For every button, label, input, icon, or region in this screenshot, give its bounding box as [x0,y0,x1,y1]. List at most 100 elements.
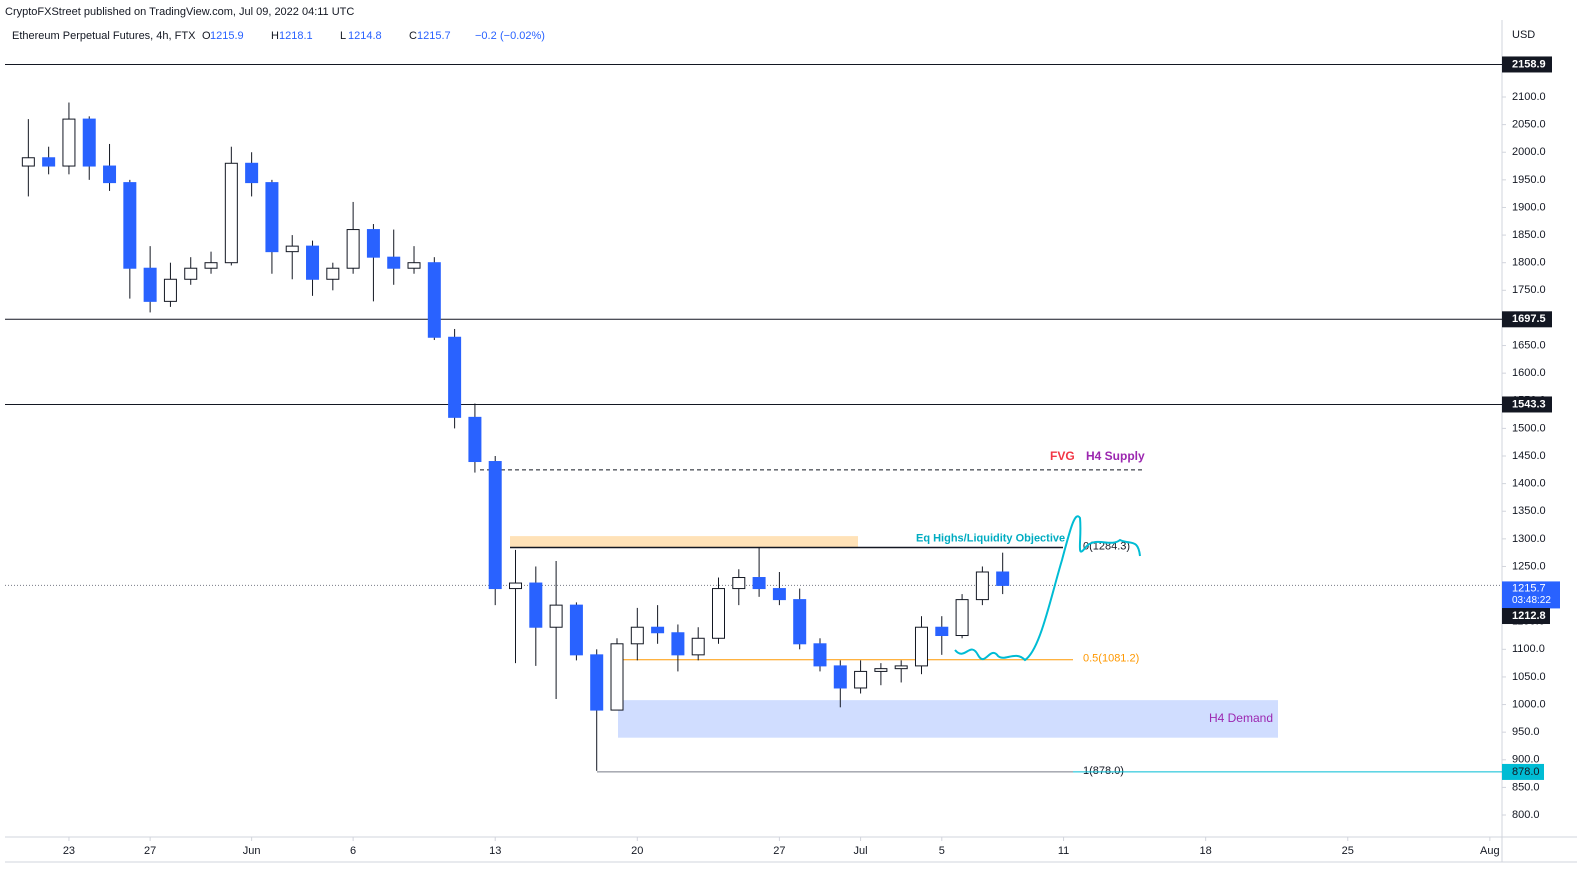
candle-body [387,256,401,269]
x-tick-label: 27 [773,845,785,857]
x-tick-label: 18 [1200,845,1212,857]
candle-body [590,654,604,711]
candle-body [874,668,888,672]
currency: USD [1512,29,1535,41]
last-price-label: 1215.7 [1512,582,1546,594]
candle-body [224,162,238,264]
candle-body [772,588,786,601]
legend-value: 1215.7 [417,30,451,42]
legend-change: −0.2 [475,30,497,42]
legend-value: 1215.9 [210,30,244,42]
y-tick-label: 800.0 [1512,809,1540,821]
x-tick-label: 20 [631,845,643,857]
x-tick-label: Jun [243,845,261,857]
low-badge [1502,763,1544,780]
y-tick-label: 1650.0 [1512,339,1546,351]
y-tick-label: 900.0 [1512,754,1540,766]
fib-label: 0.5(1081.2) [1083,653,1139,665]
candle-body [569,604,583,656]
candle-body [427,262,441,338]
candle-body [610,643,624,711]
projection-path [954,515,1141,662]
y-tick-label: 1250.0 [1512,560,1546,572]
liquidity-label: Eq Highs/Liquidity Objective [916,532,1065,544]
y-tick-label: 1400.0 [1512,478,1546,490]
candle-body [285,245,299,253]
candle-body [630,626,644,645]
legend-value: 1218.1 [279,30,313,42]
y-tick-label: 950.0 [1512,726,1540,738]
candle-body [488,461,502,590]
fvg-label: FVG [1050,449,1075,463]
y-tick-label: 2050.0 [1512,119,1546,131]
candle-body [82,118,96,167]
candle-body [529,582,543,628]
liquidity-zone [510,536,858,548]
candle-body [955,599,969,637]
y-tick-label: 1500.0 [1512,422,1546,434]
last-price-badge [1502,581,1560,609]
candle-body [204,262,218,269]
legend-letter: L [340,30,346,42]
candle-body [651,626,665,634]
symbol-title: Ethereum Perpetual Futures, 4h, FTX [12,30,196,42]
legend-value: 1214.8 [348,30,382,42]
candle-body [21,157,35,167]
countdown: 03:48:22 [1512,595,1551,606]
level-badge [1502,311,1552,328]
candle-body [914,626,928,667]
x-tick-label: 23 [63,845,75,857]
candle-body [346,229,360,269]
candle-body [326,267,340,280]
y-tick-label: 1350.0 [1512,505,1546,517]
y-tick-label: 1100.0 [1512,643,1545,655]
x-tick-label: 5 [939,845,945,857]
level-badge [1502,396,1552,413]
demand-label: H4 Demand [1209,711,1273,725]
x-tick-label: 25 [1342,845,1354,857]
legend-letter: C [409,30,417,42]
candle-body [671,632,685,656]
x-tick-label: Jul [854,845,868,857]
legend-letter: O [202,30,211,42]
x-tick-label: 6 [350,845,356,857]
supply-label: H4 Supply [1086,449,1145,463]
candle-body [407,262,421,269]
prev-price-badge [1502,608,1550,625]
y-tick-label: 850.0 [1512,781,1540,793]
y-tick-label: 1450.0 [1512,450,1546,462]
fib-label: 0(1284.3) [1083,540,1130,552]
x-tick-label: 11 [1058,845,1069,857]
candle-body [143,267,157,302]
candle-body [894,665,908,670]
candle-body [448,336,462,418]
y-tick-label: 1300.0 [1512,533,1546,545]
level-label: 1543.3 [1512,398,1546,410]
y-tick-label: 1800.0 [1512,257,1546,269]
candle-body [265,182,279,253]
candle-body [62,118,76,167]
candle-body [996,571,1010,586]
candle-body [103,165,117,184]
candle-body [793,599,807,645]
candle-body [833,665,847,689]
legend-change-pct: (−0.02%) [500,30,545,42]
demand-zone [618,700,1278,738]
x-tick-label: Aug [1480,845,1500,857]
level-label: 2158.9 [1512,58,1546,70]
x-tick-label: 27 [144,845,156,857]
y-tick-label: 1050.0 [1512,671,1546,683]
level-badge [1502,56,1552,73]
candle-body [123,182,137,269]
y-tick-label: 1600.0 [1512,367,1546,379]
y-tick-label: 1750.0 [1512,284,1546,296]
candle-body [549,604,563,628]
candle-body [854,670,868,689]
candle-body [42,157,56,167]
candle-body [163,278,177,302]
y-tick-label: 1900.0 [1512,201,1546,213]
candle-body [509,582,523,590]
candle-body [366,229,380,258]
